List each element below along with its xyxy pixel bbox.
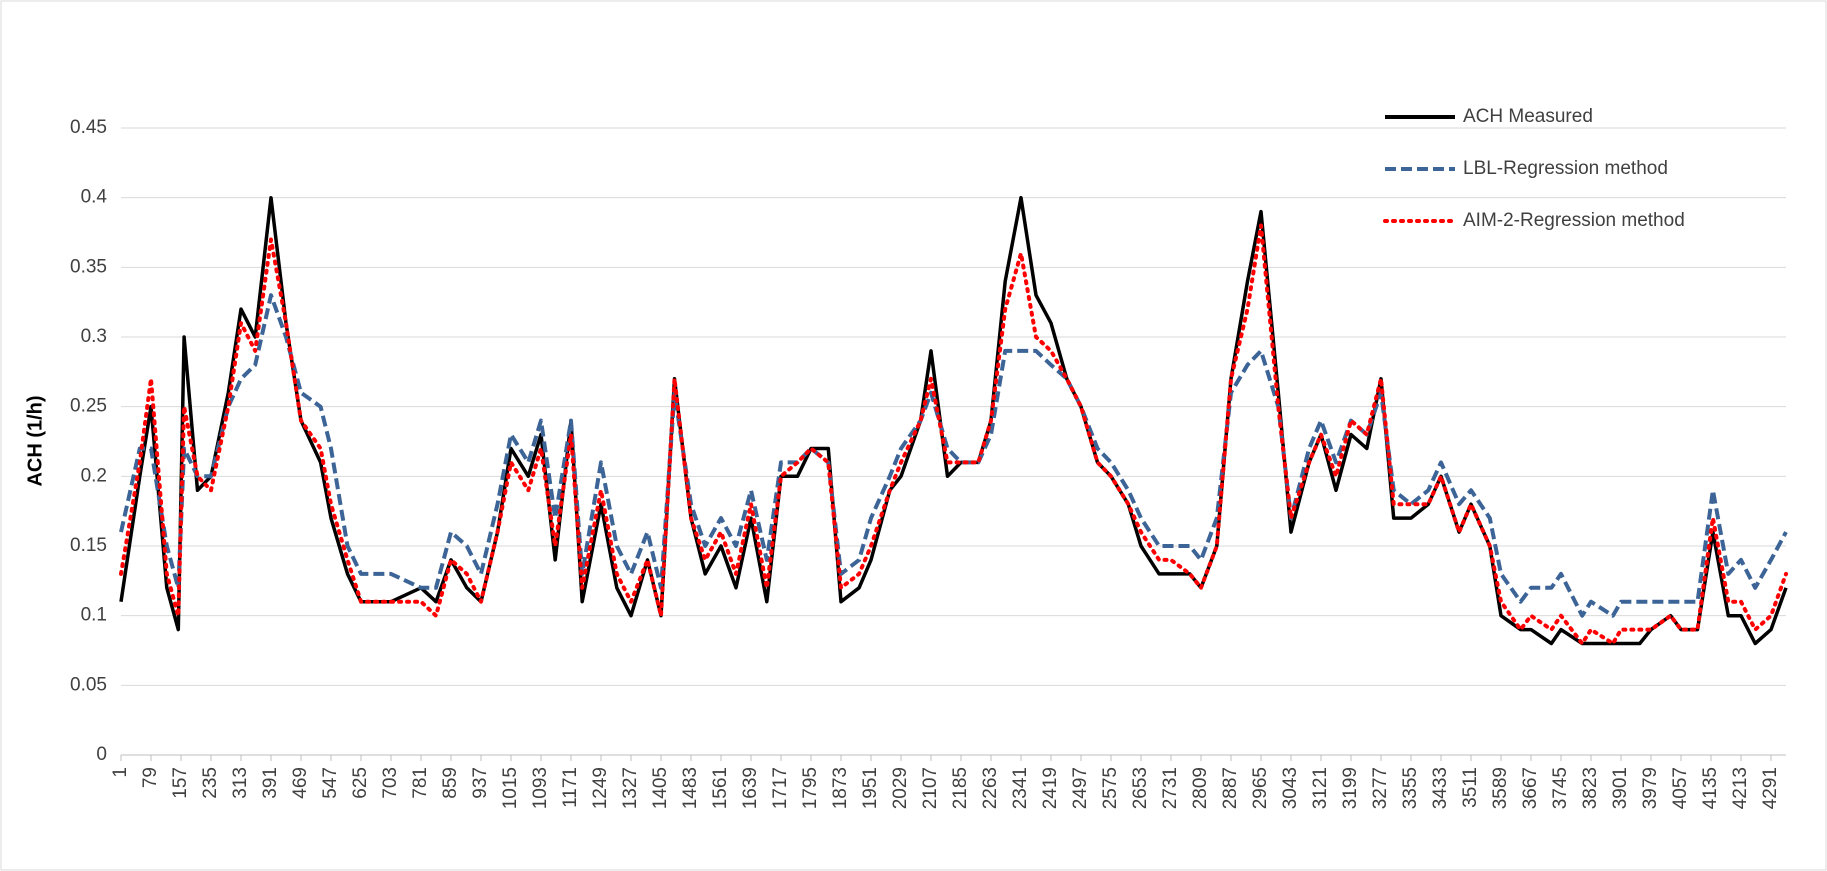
x-tick-label: 781: [410, 767, 431, 799]
x-tick-label: 3199: [1340, 767, 1361, 809]
y-tick-label: 0.2: [81, 465, 107, 486]
x-tick-label: 2029: [890, 767, 911, 809]
y-tick-label: 0.45: [70, 117, 107, 138]
x-tick-label: 1951: [860, 767, 881, 809]
x-tick-label: 2887: [1220, 767, 1241, 809]
x-tick-label: 2653: [1130, 767, 1151, 809]
y-axis-label: ACH (1/h): [24, 395, 46, 486]
x-tick-label: 3667: [1520, 767, 1541, 809]
x-tick-label: 2263: [980, 767, 1001, 809]
x-tick-label: 3745: [1550, 767, 1571, 809]
y-tick-label: 0.15: [70, 535, 107, 556]
x-tick-label: 3355: [1400, 767, 1421, 809]
x-tick-label: 859: [440, 767, 461, 799]
x-tick-label: 1327: [620, 767, 641, 809]
y-tick-label: 0.1: [81, 605, 107, 626]
x-tick-label: 937: [470, 767, 491, 799]
series-line: [119, 293, 1788, 618]
x-tick-label: 2809: [1190, 767, 1211, 809]
x-tick-label: 157: [170, 767, 191, 799]
x-tick-label: 3589: [1490, 767, 1511, 809]
x-tick-label: 391: [260, 767, 281, 799]
x-tick-label: 1561: [710, 767, 731, 809]
x-tick-label: 3043: [1280, 767, 1301, 809]
x-tick-label: 2419: [1040, 767, 1061, 809]
x-tick-label: 4213: [1730, 767, 1751, 809]
x-tick-label: 313: [230, 767, 251, 799]
x-tick-label: 1717: [770, 767, 791, 809]
series-line: [119, 195, 1788, 646]
y-tick-label: 0.35: [70, 256, 107, 277]
x-tick-label: 469: [290, 767, 311, 799]
x-tick-label: 2497: [1070, 767, 1091, 809]
x-tick-label: 2731: [1160, 767, 1181, 809]
y-tick-label: 0: [96, 744, 107, 765]
y-tick-label: 0.4: [81, 187, 108, 208]
x-tick-label: 625: [350, 767, 371, 799]
x-tick-label: 3823: [1580, 767, 1601, 809]
y-tick-label: 0.25: [70, 396, 107, 417]
x-tick-label: 1093: [530, 767, 551, 809]
x-tick-label: 547: [320, 767, 341, 799]
x-tick-label: 1483: [680, 767, 701, 809]
x-tick-label: 79: [140, 767, 161, 788]
x-tick-label: 2575: [1100, 767, 1121, 809]
x-tick-label: 1015: [500, 767, 521, 809]
x-tick-label: 2965: [1250, 767, 1271, 809]
legend-label: ACH Measured: [1463, 106, 1593, 127]
x-tick-label: 3121: [1310, 767, 1331, 809]
x-tick-label: 2107: [920, 767, 941, 809]
x-tick-label: 1: [110, 767, 131, 778]
x-tick-label: 2185: [950, 767, 971, 809]
x-tick-label: 3277: [1370, 767, 1391, 809]
x-tick-label: 3433: [1430, 767, 1451, 809]
x-tick-label: 3511: [1460, 767, 1481, 808]
y-tick-label: 0.3: [81, 326, 107, 347]
x-tick-label: 4057: [1670, 767, 1691, 809]
x-tick-label: 4291: [1760, 767, 1781, 809]
x-tick-label: 1795: [800, 767, 821, 809]
x-tick-label: 1249: [590, 767, 611, 809]
x-tick-label: 235: [200, 767, 221, 799]
x-tick-label: 703: [380, 767, 401, 799]
x-tick-label: 4135: [1700, 767, 1721, 809]
series-line: [119, 223, 1788, 646]
y-tick-label: 0.05: [70, 674, 107, 695]
x-tick-label: 1405: [650, 767, 671, 809]
x-tick-label: 1171: [560, 767, 581, 808]
x-tick-label: 3979: [1640, 767, 1661, 809]
x-tick-label: 2341: [1010, 767, 1031, 809]
x-tick-label: 3901: [1610, 767, 1631, 809]
legend-label: LBL-Regression method: [1463, 158, 1668, 179]
legend-label: AIM-2-Regression method: [1463, 210, 1685, 231]
x-tick-label: 1639: [740, 767, 761, 809]
x-tick-label: 1873: [830, 767, 851, 809]
